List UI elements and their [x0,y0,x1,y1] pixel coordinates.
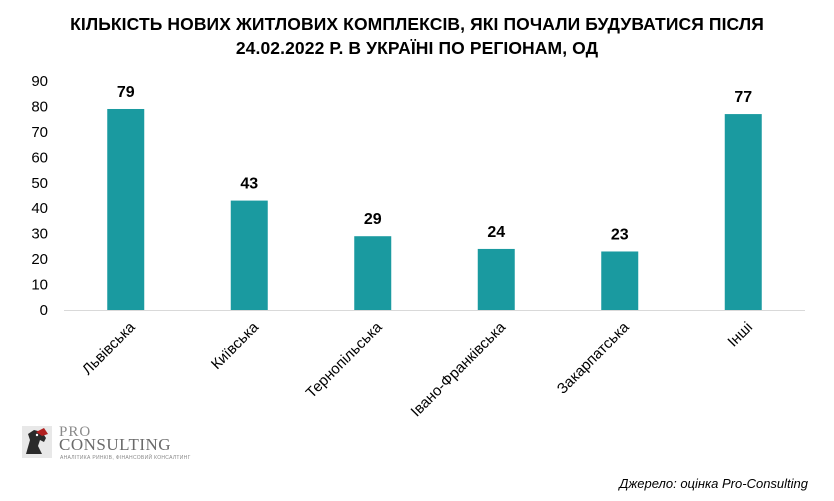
data-label: 77 [734,89,752,106]
data-label: 24 [487,224,505,241]
logo-consulting-text: CONSULTING [59,435,172,454]
y-axis-ticks: 0 10 20 30 40 50 60 70 80 90 [31,73,48,319]
y-tick-label: 60 [31,149,48,166]
source-note: Джерело: оцінка Pro-Consulting [619,476,808,491]
y-tick-label: 30 [31,226,48,243]
x-tick-label: Київська [208,318,263,373]
bar-2 [230,200,268,310]
y-tick-label: 0 [40,302,48,319]
chart-title: КІЛЬКІСТЬ НОВИХ ЖИТЛОВИХ КОМПЛЕКСІВ, ЯКІ… [0,12,834,60]
bar-3 [354,236,392,310]
pro-consulting-logo: PRO CONSULTING АНАЛІТИКА РИНКІВ, ФІНАНСО… [22,424,190,464]
y-tick-label: 20 [31,251,48,268]
data-labels: 79 43 29 24 23 77 [117,84,752,243]
horse-logo-icon [22,426,52,458]
chart-title-line-1: КІЛЬКІСТЬ НОВИХ ЖИТЛОВИХ КОМПЛЕКСІВ, ЯКІ… [70,14,764,34]
data-label: 43 [240,176,258,193]
bar-4 [477,248,515,310]
bar-1 [107,108,145,310]
data-label: 29 [364,211,382,228]
logo-pro-text: PRO [59,424,92,440]
y-tick-label: 40 [31,200,48,217]
data-label: 79 [117,84,135,101]
y-tick-label: 80 [31,98,48,115]
logo-tagline: АНАЛІТИКА РИНКІВ, ФІНАНСОВИЙ КОНСАЛТИНГ [60,455,191,461]
y-tick-label: 70 [31,124,48,141]
x-tick-label: Інші [724,319,756,351]
x-tick-label: Івано-Франківська [408,318,510,420]
bar-6 [724,114,762,310]
bar-5 [601,251,639,310]
data-label: 23 [611,226,629,243]
x-tick-label: Тернопільська [303,318,386,401]
x-tick-label: Закарпатська [554,318,633,397]
chart-title-line-2: 24.02.2022 Р. В УКРАЇНІ ПО РЕГІОНАМ, ОД [235,38,599,58]
y-tick-label: 50 [31,175,48,192]
x-axis-labels: Львівська Київська Тернопільська Івано-Фран… [79,318,756,420]
bars [107,108,762,310]
y-tick-label: 90 [31,73,48,90]
x-tick-label: Львівська [79,318,139,378]
y-tick-label: 10 [31,277,48,294]
